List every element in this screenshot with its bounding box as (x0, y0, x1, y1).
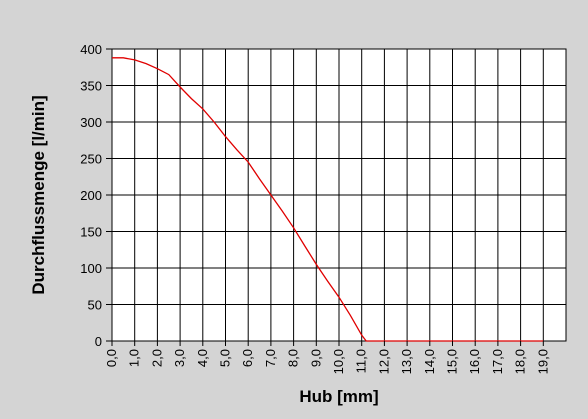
x-tick-label: 6,0 (240, 349, 255, 367)
x-tick-label: 10,0 (331, 349, 346, 374)
y-tick-label: 250 (80, 152, 102, 167)
series-line (112, 57, 544, 342)
y-axis-ticks: 0 50 100 150 200 250 300 350 400 (80, 42, 112, 349)
x-tick-label: 9,0 (308, 349, 323, 367)
x-axis-label: Hub [mm] (299, 387, 378, 406)
x-tick-label: 0,0 (104, 349, 119, 367)
y-tick-label: 150 (80, 225, 102, 240)
x-tick-label: 5,0 (218, 349, 233, 367)
x-tick-label: 19,0 (535, 349, 550, 374)
y-tick-label: 100 (80, 261, 102, 276)
x-tick-label: 13,0 (399, 349, 414, 374)
grid (112, 48, 566, 341)
y-tick-label: 400 (80, 42, 102, 57)
x-tick-label: 3,0 (172, 349, 187, 367)
x-tick-label: 4,0 (195, 349, 210, 367)
x-tick-label: 8,0 (286, 349, 301, 367)
x-tick-label: 16,0 (467, 349, 482, 374)
x-tick-label: 11,0 (354, 349, 369, 373)
x-axis-ticks: 0,0 1,0 2,0 3,0 4,0 5,0 6,0 7,0 8,0 9,0 10,0 11,0 12… (104, 341, 550, 374)
x-tick-label: 17,0 (490, 349, 505, 374)
y-tick-label: 0 (95, 334, 102, 349)
x-tick-label: 1,0 (127, 349, 142, 367)
x-tick-label: 14,0 (422, 349, 437, 374)
x-tick-label: 2,0 (149, 349, 164, 367)
y-tick-label: 350 (80, 79, 102, 94)
x-tick-label: 18,0 (513, 349, 528, 374)
series-layer (112, 57, 544, 342)
x-tick-label: 7,0 (263, 349, 278, 367)
x-tick-label: 12,0 (376, 349, 391, 374)
y-tick-label: 300 (80, 115, 102, 130)
y-tick-label: 50 (88, 298, 102, 313)
x-tick-label: 15,0 (445, 349, 460, 374)
y-tick-label: 200 (80, 188, 102, 203)
y-axis-label: Durchflussmenge [l/min] (29, 95, 48, 294)
